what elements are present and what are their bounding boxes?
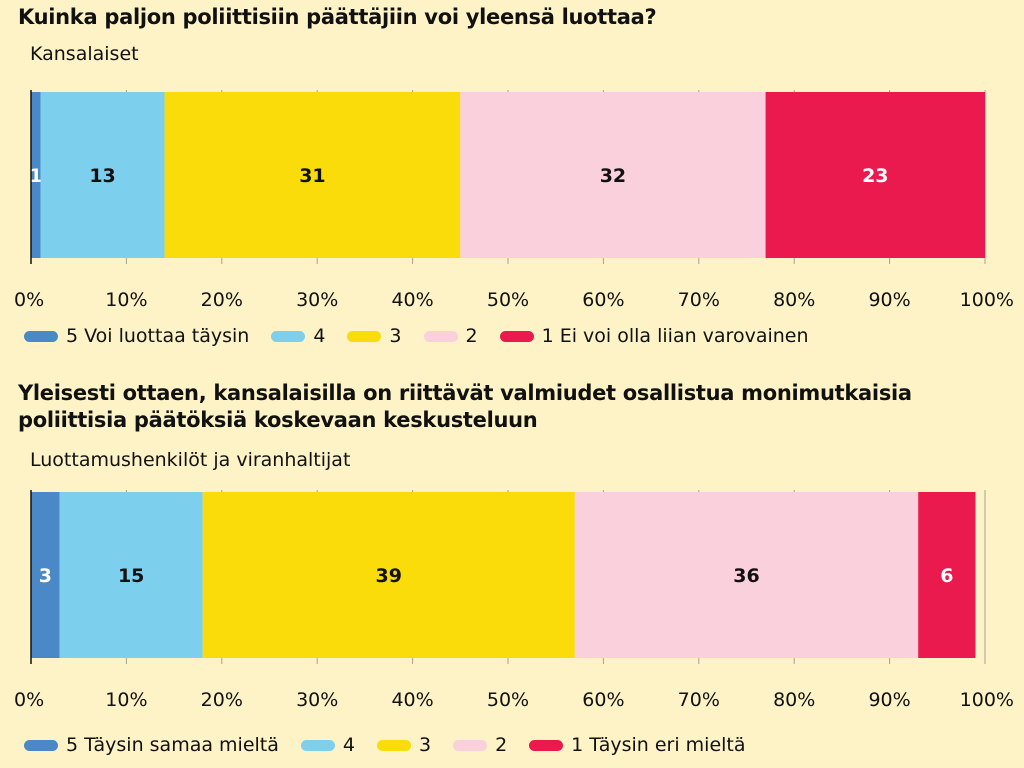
legend-swatch xyxy=(529,739,564,751)
x-tick-label: 60% xyxy=(582,289,624,311)
legend-swatch xyxy=(453,739,488,751)
data-label: 32 xyxy=(600,165,626,187)
bar-segment xyxy=(31,492,60,658)
legend-item: 3 xyxy=(376,734,432,756)
chart-1-plot: 1 13 31 32 23 0% 10% 20% 30% 40% 50% 60% 70% 80% 90% 10… xyxy=(14,90,1014,311)
legend-swatch xyxy=(423,330,458,342)
data-label: 3 xyxy=(39,565,52,587)
x-tick-label: 100% xyxy=(960,289,1014,311)
legend-label: 2 xyxy=(495,734,508,756)
x-tick-label: 70% xyxy=(678,689,720,711)
data-label: 39 xyxy=(376,565,402,587)
legend-swatch xyxy=(376,739,411,751)
legend-label: 3 xyxy=(389,325,402,347)
bar-segment xyxy=(918,492,976,658)
legend-item: 2 xyxy=(453,734,507,756)
legend-item: 1 Täysin eri mieltä xyxy=(529,734,746,756)
x-tick-label: 80% xyxy=(773,689,815,711)
chart-2-title: Yleisesti ottaen, kansalaisilla on riitt… xyxy=(18,381,912,432)
legend-label: 1 Ei voi olla liian varovainen xyxy=(541,325,809,347)
legend-swatch xyxy=(271,330,306,342)
legend-item: 2 xyxy=(423,325,478,347)
x-tick-label: 90% xyxy=(868,289,910,311)
x-tick-label: 60% xyxy=(582,689,624,711)
legend-label: 3 xyxy=(418,734,432,756)
x-tick-label: 20% xyxy=(201,689,243,711)
x-tick-label: 50% xyxy=(487,289,529,311)
legend-item: 5 Täysin samaa mieltä xyxy=(24,734,279,756)
bar-segment xyxy=(59,492,203,658)
x-tick-label: 90% xyxy=(868,689,910,711)
x-tick-label: 30% xyxy=(296,289,338,311)
bar-segment xyxy=(164,92,461,258)
chart-2-category-label: Luottamushenkilöt ja viranhaltijat xyxy=(30,449,351,471)
chart-2-legend: 5 Täysin samaa mieltä 4 3 2 1 Täysin eri mie… xyxy=(24,732,768,758)
legend-label: 5 Täysin samaa mieltä xyxy=(66,734,279,756)
legend-label: 5 Voi luottaa täysin xyxy=(66,325,250,347)
chart-1-legend: 5 Voi luottaa täysin 4 3 2 1 Ei voi olla lii… xyxy=(24,323,831,349)
legend-swatch xyxy=(24,330,58,342)
legend-item: 1 Ei voi olla liian varovainen xyxy=(499,325,809,347)
data-label: 1 xyxy=(29,165,42,187)
x-tick-label: 30% xyxy=(296,689,338,711)
x-tick-label: 0% xyxy=(14,289,44,311)
x-tick-label: 40% xyxy=(391,289,433,311)
x-tick-label: 80% xyxy=(773,289,815,311)
legend-item: 3 xyxy=(347,325,402,347)
data-label: 13 xyxy=(89,165,115,187)
data-label: 31 xyxy=(299,165,325,187)
legend-swatch xyxy=(300,739,335,751)
legend-item: 5 Voi luottaa täysin xyxy=(24,325,249,347)
legend-swatch xyxy=(347,330,382,342)
data-label: 36 xyxy=(733,565,759,587)
legend-label: 1 Täysin eri mieltä xyxy=(571,734,746,756)
chart-2-plot: 3 15 39 36 60% 10% 20% 30% 40% 50% 60% 70% 80% 90% 100… xyxy=(14,490,1014,711)
legend-swatch xyxy=(499,330,534,342)
x-tick-label: 10% xyxy=(105,689,147,711)
legend-swatch xyxy=(24,739,58,751)
x-tick-label: 20% xyxy=(201,289,243,311)
x-tick-label: 50% xyxy=(487,689,529,711)
x-tick-label: 0% xyxy=(14,689,44,711)
bar-segment xyxy=(31,92,41,258)
legend-item: 4 xyxy=(300,734,355,756)
x-tick-label: 100% xyxy=(960,689,1014,711)
legend-item: 4 xyxy=(271,325,325,347)
x-tick-label: 10% xyxy=(105,289,147,311)
legend-label: 4 xyxy=(342,734,355,756)
data-label: 6 xyxy=(940,565,953,587)
bar-segment xyxy=(202,492,575,658)
chart-1-category-label: Kansalaiset xyxy=(30,43,139,65)
bar-segment xyxy=(460,92,766,258)
x-tick-label: 40% xyxy=(391,689,433,711)
bar-segment xyxy=(40,92,165,258)
x-tick-label: 70% xyxy=(678,289,720,311)
chart-1-title: Kuinka paljon poliittisiin päättäjiin vo… xyxy=(18,5,657,29)
bar-segment xyxy=(574,492,919,658)
data-label: 15 xyxy=(118,565,144,587)
data-label: 23 xyxy=(862,165,888,187)
legend-label: 2 xyxy=(465,325,478,347)
legend-label: 4 xyxy=(313,325,326,347)
bar-segment xyxy=(765,92,985,258)
